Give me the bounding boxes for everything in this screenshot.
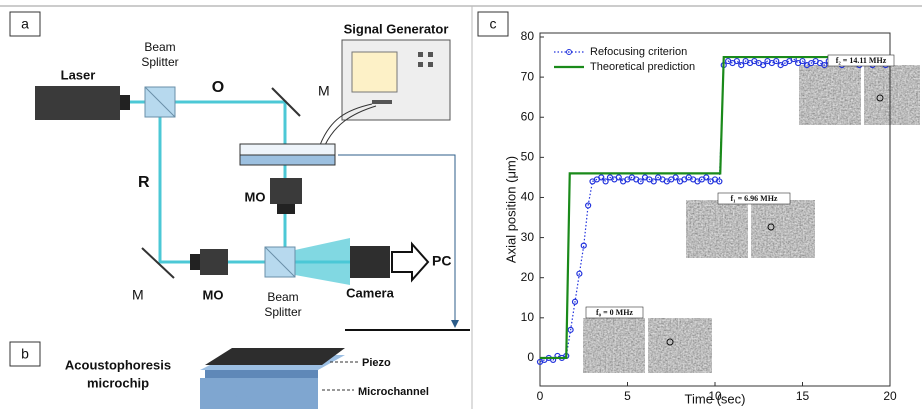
inset-image: [648, 318, 712, 373]
channel-label: Microchannel: [358, 386, 429, 398]
marker: [581, 243, 586, 248]
mirror-label: M: [318, 83, 330, 99]
pc-label: PC: [432, 253, 451, 269]
chip-body: [200, 378, 318, 409]
laser: [35, 86, 120, 120]
object-beam: [130, 102, 285, 262]
inset-image: [864, 65, 920, 125]
figure: a Laser Beam Splitter O M Signal Generat…: [0, 0, 922, 409]
legend-label: Refocusing criterion: [590, 46, 687, 58]
objective: [270, 178, 302, 204]
marker: [734, 59, 739, 64]
panel-label: b: [21, 346, 29, 362]
laser-label: Laser: [61, 67, 96, 82]
x-tick-label: 5: [624, 389, 631, 403]
splitter-label: Splitter: [264, 305, 301, 319]
y-tick-label: 20: [521, 270, 535, 284]
splitter-label: Beam: [267, 290, 298, 304]
x-tick-label: 15: [796, 389, 810, 403]
sg-port: [372, 100, 392, 104]
chip-title: Acoustophoresis: [65, 357, 171, 372]
inset-image: [799, 65, 861, 125]
objective: [200, 249, 228, 275]
piezo-label: Piezo: [362, 357, 391, 369]
x-tick-label: 20: [883, 389, 897, 403]
y-tick-label: 40: [521, 190, 535, 204]
arrow-head: [451, 320, 459, 328]
mo-label: MO: [245, 189, 266, 204]
inset-image: [686, 200, 748, 258]
piezo: [205, 348, 345, 365]
legend-label: Theoretical prediction: [590, 61, 695, 73]
reference-label: R: [138, 174, 150, 191]
x-tick-label: 0: [537, 389, 544, 403]
sg-label: Signal Generator: [344, 21, 449, 36]
marker: [616, 175, 621, 180]
y-tick-label: 60: [521, 109, 535, 123]
y-tick-label: 30: [521, 230, 535, 244]
objective-tip: [190, 254, 200, 270]
marker: [739, 63, 744, 68]
chip-title: microchip: [87, 375, 149, 390]
splitter-label: Splitter: [141, 55, 178, 69]
y-tick-label: 10: [521, 310, 535, 324]
y-axis-label: Axial position (μm): [503, 156, 518, 263]
page: a Laser Beam Splitter O M Signal Generat…: [0, 0, 922, 409]
marker: [673, 175, 678, 180]
sample-top: [240, 144, 335, 155]
splitter-label: Beam: [144, 40, 175, 54]
mirror-label: M: [132, 287, 144, 303]
marker: [603, 179, 608, 184]
y-tick-label: 70: [521, 69, 535, 83]
laser-nozzle: [120, 95, 130, 110]
marker: [761, 63, 766, 68]
annotation: f₀ = 0 MHz: [596, 308, 633, 317]
annotation: f₁ = 6.96 MHz: [731, 194, 778, 203]
object-label: O: [212, 79, 224, 96]
inset-image: [751, 200, 815, 258]
camera-label: Camera: [346, 285, 394, 300]
y-tick-label: 50: [521, 150, 535, 164]
marker: [704, 175, 709, 180]
mo-label: MO: [203, 287, 224, 302]
annotation: f₂ = 14.11 MHz: [836, 56, 887, 65]
pc-arrow: [392, 244, 428, 280]
sample-channel: [240, 155, 335, 165]
inset-image: [583, 318, 645, 373]
y-tick-label: 80: [521, 29, 535, 43]
marker: [599, 175, 604, 180]
beam-cone: [295, 238, 350, 285]
channel: [205, 370, 318, 378]
x-axis-label: Time (sec): [685, 391, 746, 406]
marker: [651, 179, 656, 184]
sg-screen: [352, 52, 397, 92]
panel-label: a: [21, 16, 29, 32]
insets: [583, 65, 920, 373]
y-tick-label: 0: [527, 350, 534, 364]
camera: [350, 246, 390, 278]
panel-label: c: [490, 16, 497, 32]
objective-tip: [277, 204, 295, 214]
